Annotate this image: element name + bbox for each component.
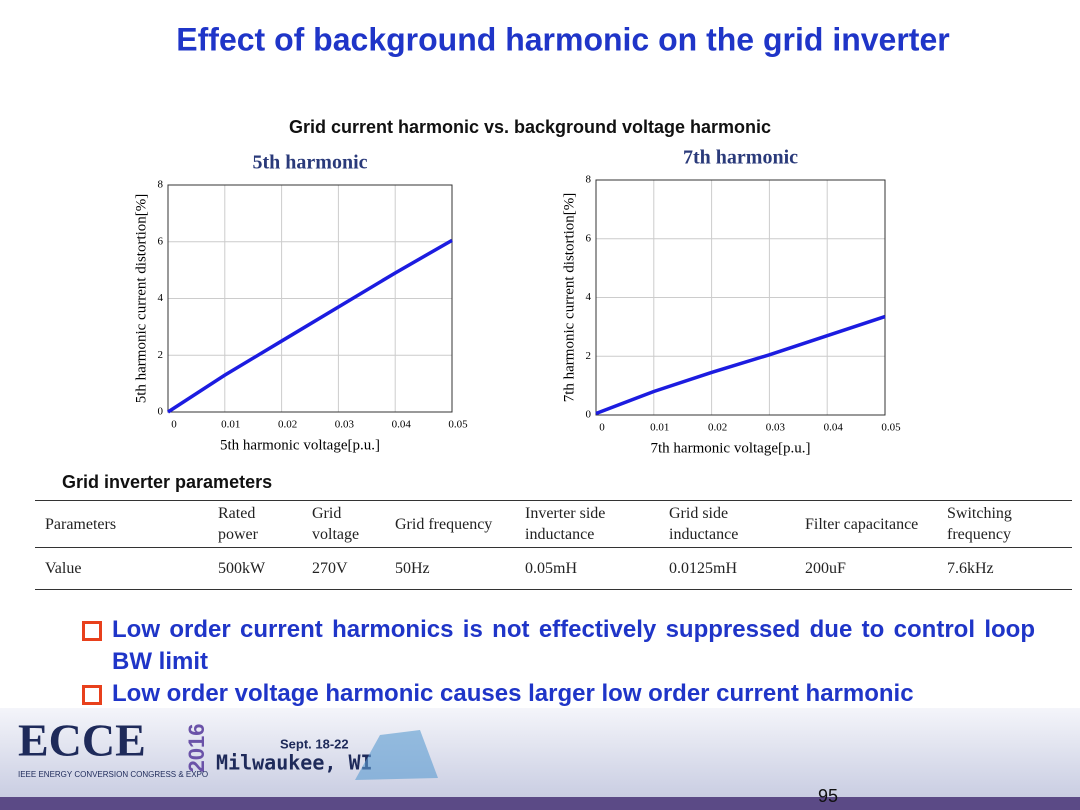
x-tick-label: 0.01 <box>221 419 240 431</box>
bullet-item: Low order voltage harmonic causes larger… <box>80 678 1035 710</box>
plot-frame <box>595 179 886 416</box>
y-tick-label: 8 <box>158 179 164 191</box>
table-cell: 0.05mH <box>525 560 577 577</box>
header-cell: Grid side inductance <box>669 505 739 543</box>
x-tick-label: 0.01 <box>650 422 669 434</box>
x-tick-label: 0.02 <box>278 419 297 431</box>
bullet-icon <box>82 685 102 705</box>
table-cell: 270V <box>312 560 348 577</box>
header-cell: Grid frequency <box>395 515 493 533</box>
logo: ECCE <box>18 715 146 766</box>
event-dates: Sept. 18-22 <box>280 736 349 751</box>
y-tick-label: 8 <box>586 174 592 186</box>
y-axis-label: 7th harmonic current distortion[%] <box>561 193 577 403</box>
table-row: Value 500kW 270V 50Hz 0.05mH 0.0125mH 200uF 7.6… <box>35 548 1072 590</box>
slide-title: Effect of background harmonic on the gri… <box>176 21 949 57</box>
figure-title: Grid current harmonic vs. background vol… <box>289 117 771 137</box>
event-location: Milwaukee, WI <box>216 751 373 775</box>
table-cell: 0.0125mH <box>669 560 737 577</box>
x-tick-label: 0.04 <box>824 422 844 434</box>
table-cell: 200uF <box>805 560 846 577</box>
y-tick-label: 2 <box>586 350 592 362</box>
header-cell: Inverter side inductance <box>525 505 606 543</box>
footer-band <box>0 708 1080 798</box>
y-tick-label: 6 <box>158 235 164 247</box>
page-number: 95 <box>818 786 838 806</box>
x-tick-label: 0.03 <box>335 419 355 431</box>
header-cell: Grid voltage <box>312 505 360 543</box>
y-tick-label: 0 <box>158 406 164 418</box>
table-cell: 7.6kHz <box>947 560 994 577</box>
x-tick-label: 0.03 <box>766 422 786 434</box>
chart-title: 5th harmonic <box>253 152 368 174</box>
table-header-row: Parameters Rated power Grid voltage Grid fr… <box>35 500 1072 548</box>
y-tick-label: 0 <box>586 409 592 421</box>
header-cell: Switching frequency <box>947 505 1012 543</box>
data-line <box>167 238 453 414</box>
x-tick-label: 0.02 <box>708 422 727 434</box>
logo-graphic <box>355 730 438 780</box>
y-tick-label: 2 <box>158 349 164 361</box>
header-cell: Filter capacitance <box>805 515 919 533</box>
plot-frame <box>167 184 453 413</box>
x-tick-label: 0 <box>171 419 177 431</box>
footer-stripe <box>0 797 1080 810</box>
header-cell: Rated power <box>218 505 258 543</box>
y-axis-label: 5th harmonic current distortion[%] <box>133 194 149 404</box>
x-tick-label: 0.05 <box>448 419 468 431</box>
bullet-list: Low order current harmonics is not effec… <box>80 614 1035 710</box>
bullet-item: Low order current harmonics is not effec… <box>80 614 1035 678</box>
chart-title: 7th harmonic <box>683 147 798 169</box>
x-axis-label: 5th harmonic voltage[p.u.] <box>220 437 380 453</box>
x-tick-label: 0.04 <box>392 419 412 431</box>
table-cell: 500kW <box>218 560 266 577</box>
header-cell: Parameters <box>45 515 117 533</box>
x-axis-label: 7th harmonic voltage[p.u.] <box>651 440 811 456</box>
table-cell: Value <box>45 560 82 577</box>
bullet-text: Low order current harmonics is not effec… <box>112 616 1035 675</box>
data-line <box>595 314 886 416</box>
y-tick-label: 6 <box>586 232 592 244</box>
table-title: Grid inverter parameters <box>62 472 272 492</box>
parameter-table: Parameters Rated power Grid voltage Grid fr… <box>35 500 1072 590</box>
table-cell: 50Hz <box>395 560 430 577</box>
x-tick-label: 0.05 <box>881 422 901 434</box>
y-tick-label: 4 <box>158 292 164 304</box>
y-tick-label: 4 <box>586 291 592 303</box>
logo-tagline: IEEE ENERGY CONVERSION CONGRESS & EXPO <box>18 770 208 779</box>
x-tick-label: 0 <box>599 422 605 434</box>
bullet-text: Low order voltage harmonic causes larger… <box>112 680 914 707</box>
bullet-icon <box>82 621 102 641</box>
logo-year: 2016 <box>184 724 209 773</box>
